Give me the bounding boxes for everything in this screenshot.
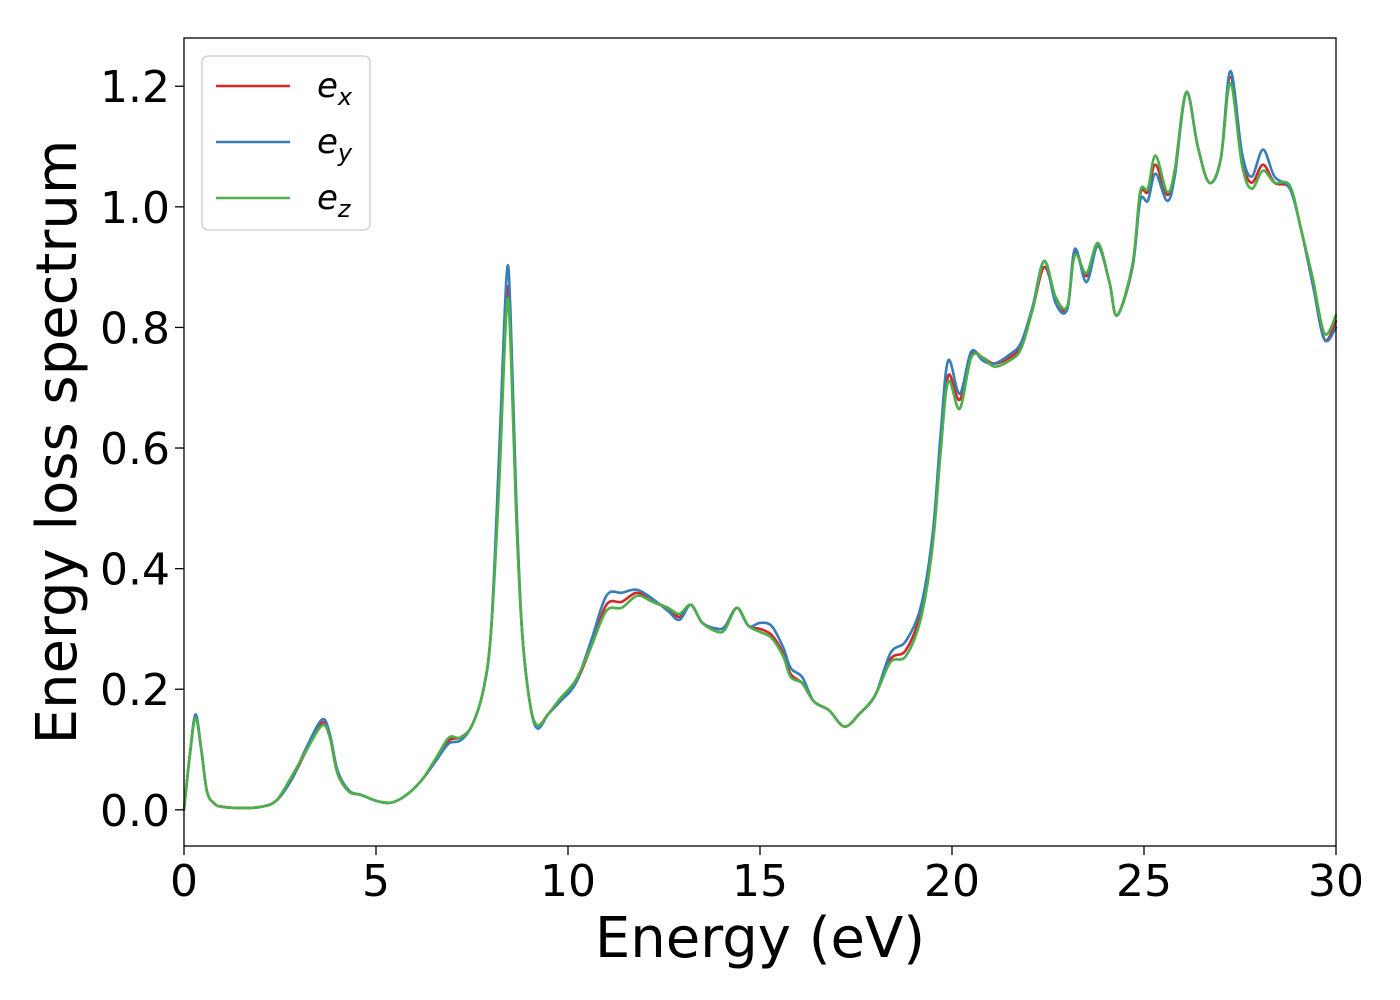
y-tick-label: 0.4 — [100, 545, 170, 596]
x-tick-label: 10 — [540, 856, 596, 907]
series-line-z — [182, 81, 1338, 812]
y-tick-label: 0.6 — [100, 424, 170, 475]
series-lines — [182, 69, 1338, 812]
x-tick-label: 20 — [924, 856, 980, 907]
x-axis-title: Energy (eV) — [595, 906, 925, 971]
y-tick-label: 0.0 — [100, 786, 170, 837]
y-tick-label: 1.2 — [100, 62, 170, 113]
x-tick-label: 30 — [1308, 856, 1364, 907]
x-tick-label: 0 — [170, 856, 198, 907]
legend-label-y: ey — [317, 122, 353, 167]
y-tick-label: 0.2 — [100, 665, 170, 716]
x-tick-label: 25 — [1116, 856, 1172, 907]
x-tick-label: 15 — [732, 856, 788, 907]
y-tick-label: 0.8 — [100, 303, 170, 354]
y-tick-label: 1.0 — [100, 183, 170, 234]
legend: ex ey ez — [201, 55, 371, 231]
legend-label-x: ex — [317, 66, 353, 111]
x-axis: 0 5 10 15 20 25 30 — [170, 846, 1364, 907]
y-axis: 0.0 0.2 0.4 0.6 0.8 1.0 1.2 — [100, 62, 184, 837]
legend-label-z: ez — [317, 178, 352, 223]
x-tick-label: 5 — [362, 856, 390, 907]
y-axis-title: Energy loss spectrum — [25, 140, 90, 745]
